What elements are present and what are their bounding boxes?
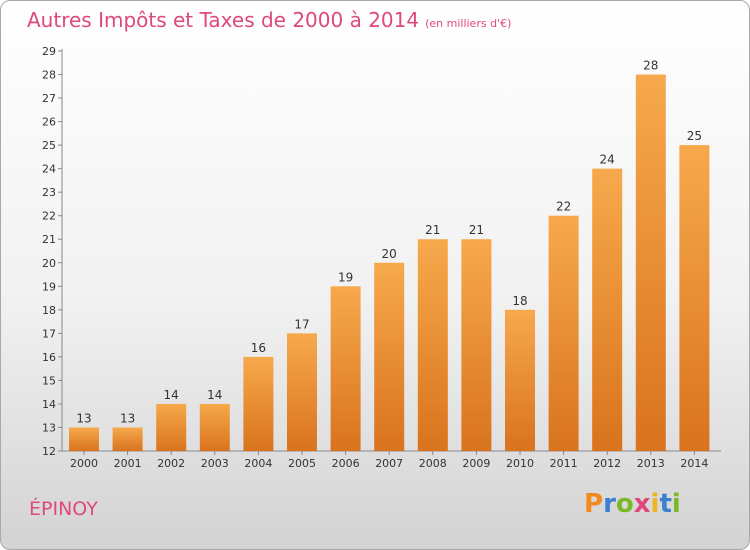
commune-name: ÉPINOY [29, 498, 98, 520]
bar [592, 168, 623, 451]
y-tick-label: 17 [42, 327, 56, 340]
bar-value-label: 21 [469, 223, 484, 237]
chart-title: Autres Impôts et Taxes de 2000 à 2014 (en… [27, 8, 511, 32]
bar [243, 356, 274, 451]
y-tick-label: 12 [42, 445, 56, 458]
bar-value-label: 14 [207, 388, 222, 402]
bar [635, 74, 666, 451]
y-tick-label: 16 [42, 351, 56, 364]
logo-letter: o [615, 489, 634, 519]
bar [112, 427, 143, 451]
bar-value-label: 16 [251, 341, 266, 355]
x-tick-label: 2002 [157, 457, 185, 470]
bar-value-label: 13 [120, 411, 135, 425]
x-tick-label: 2007 [375, 457, 403, 470]
x-tick-label: 2010 [506, 457, 534, 470]
x-tick-label: 2000 [70, 457, 98, 470]
logo-letter: x [633, 489, 651, 519]
x-tick-label: 2005 [288, 457, 316, 470]
bar-value-label: 24 [600, 153, 615, 167]
bar-value-label: 18 [512, 294, 527, 308]
bar-value-label: 22 [556, 200, 571, 214]
bar [548, 215, 579, 451]
bar [679, 145, 710, 451]
bar-value-label: 21 [425, 223, 440, 237]
bar [69, 427, 99, 451]
bar [505, 309, 535, 451]
y-tick-label: 25 [42, 139, 56, 152]
bar-value-label: 17 [294, 317, 309, 331]
y-tick-label: 29 [42, 45, 56, 58]
x-tick-label: 2009 [462, 457, 490, 470]
y-tick-label: 14 [42, 398, 56, 411]
x-tick-label: 2006 [332, 457, 360, 470]
y-tick-label: 20 [42, 257, 56, 270]
bar-value-label: 19 [338, 270, 353, 284]
x-tick-label: 2013 [637, 457, 665, 470]
y-tick-label: 28 [42, 69, 56, 82]
logo-letter: P [584, 489, 604, 519]
x-tick-label: 2004 [244, 457, 272, 470]
y-tick-label: 27 [42, 92, 56, 105]
x-tick-label: 2008 [419, 457, 447, 470]
bar-value-label: 14 [164, 388, 179, 402]
y-tick-label: 24 [42, 163, 56, 176]
y-tick-label: 18 [42, 304, 56, 317]
bar [199, 403, 230, 451]
bar-value-label: 20 [382, 247, 397, 261]
bar-value-label: 28 [643, 59, 658, 73]
y-tick-label: 21 [42, 233, 56, 246]
bar-value-label: 13 [76, 411, 91, 425]
bar [287, 333, 317, 451]
x-tick-label: 2014 [680, 457, 708, 470]
chart-title-text: Autres Impôts et Taxes de 2000 à 2014 [27, 8, 420, 32]
x-tick-label: 2001 [114, 457, 142, 470]
y-tick-label: 23 [42, 186, 56, 199]
x-tick-label: 2011 [550, 457, 578, 470]
logo-letter: r [603, 489, 616, 519]
proxiti-logo[interactable]: Proxiti [584, 489, 681, 519]
bar [330, 286, 361, 451]
logo-letter: i [650, 489, 660, 519]
logo-letter: i [671, 489, 681, 519]
logo-letter: t [659, 489, 672, 519]
x-tick-label: 2003 [201, 457, 229, 470]
bar [374, 262, 405, 451]
y-tick-label: 19 [42, 280, 56, 293]
bar [461, 239, 492, 451]
y-tick-label: 13 [42, 421, 56, 434]
y-tick-label: 22 [42, 210, 56, 223]
bar [156, 403, 187, 451]
bar-value-label: 25 [687, 129, 702, 143]
y-tick-label: 26 [42, 116, 56, 129]
chart-unit: (en milliers d'€) [425, 17, 512, 30]
x-tick-label: 2012 [593, 457, 621, 470]
bar [417, 239, 448, 451]
y-tick-label: 15 [42, 374, 56, 387]
